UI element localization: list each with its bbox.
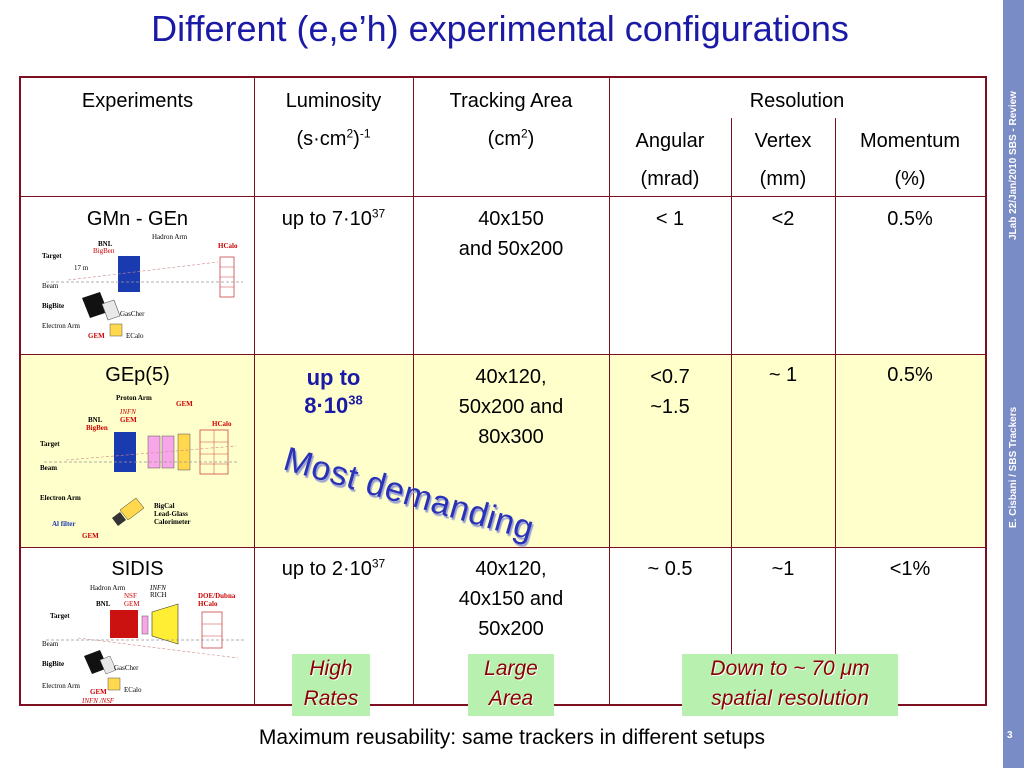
svg-text:BigCal: BigCal	[154, 502, 175, 510]
header-angular-unit: (mrad)	[640, 168, 700, 190]
svg-text:Calorimeter: Calorimeter	[154, 518, 191, 526]
sidebar-review-text: JLab 22/Jan/2010 SBS - Review	[1008, 91, 1019, 240]
svg-text:Electron Arm: Electron Arm	[42, 682, 80, 690]
svg-text:Target: Target	[40, 440, 60, 448]
svg-text:BNL: BNL	[98, 240, 113, 248]
svg-text:GasCher: GasCher	[114, 664, 139, 672]
header-tracking-unit: (cm2)	[487, 126, 535, 150]
row-gep-vertex: ~ 1	[768, 364, 798, 386]
row-sidis-momentum: <1%	[889, 558, 931, 580]
header-luminosity-unit: (s·cm2)-1	[296, 126, 371, 150]
sidebar-author-text: E. Cisbani / SBS Trackers	[1008, 406, 1019, 528]
row-gmn-vertex: <2	[771, 208, 795, 230]
svg-text:Electron Arm: Electron Arm	[42, 322, 80, 330]
svg-text:GEM: GEM	[176, 400, 193, 408]
configurations-table: Experiments Luminosity (s·cm2)-1 Trackin…	[19, 76, 987, 706]
svg-text:BigBite: BigBite	[42, 660, 64, 668]
slide-title: Different (e,e’h) experimental configura…	[151, 8, 849, 49]
svg-text:BigBen: BigBen	[93, 247, 115, 255]
header-tracking: Tracking Area	[449, 90, 573, 112]
header-momentum-unit: (%)	[894, 168, 926, 190]
svg-text:HCalo: HCalo	[212, 420, 232, 428]
svg-text:GEM: GEM	[120, 416, 137, 424]
svg-text:HCalo: HCalo	[218, 242, 238, 250]
row-sidis-tracking: 40x120, 40x150 and 50x200	[458, 558, 564, 640]
footer-note: Maximum reusability: same trackers in di…	[258, 726, 766, 749]
tag-high-rates: High Rates	[292, 654, 370, 716]
row-gmn-angular: < 1	[655, 208, 685, 230]
row-gep-momentum: 0.5%	[887, 364, 933, 386]
sidis-setup-diagram: Hadron Arm INFN RICH BNL NSF GEM DOE/Dub…	[42, 584, 246, 705]
svg-text:17 m: 17 m	[74, 264, 89, 272]
row-gep-angular: <0.7 ~1.5	[650, 366, 690, 418]
header-momentum: Momentum	[859, 130, 961, 152]
svg-text:GEM: GEM	[90, 688, 107, 696]
svg-text:DOE/Dubna: DOE/Dubna	[198, 592, 236, 600]
svg-text:Hadron Arm: Hadron Arm	[90, 584, 126, 592]
svg-text:GasCher: GasCher	[120, 310, 145, 318]
row-sidis-vertex: ~1	[771, 558, 795, 580]
tag-large-area: Large Area	[468, 654, 554, 716]
page-number: 3	[1007, 730, 1013, 741]
svg-text:BNL: BNL	[88, 416, 103, 424]
svg-text:GEM: GEM	[82, 532, 99, 540]
svg-text:ECalo: ECalo	[124, 686, 142, 694]
svg-text:BigBen: BigBen	[86, 424, 108, 432]
svg-text:INFN: INFN	[149, 584, 166, 592]
row-gmn-luminosity: up to 7·1037	[281, 206, 386, 230]
row-gmn-momentum: 0.5%	[887, 208, 933, 230]
header-resolution: Resolution	[749, 90, 845, 112]
row-gep-name: GEp(5)	[105, 364, 170, 386]
svg-text:Target: Target	[42, 252, 62, 260]
svg-text:Electron Arm: Electron Arm	[40, 494, 81, 502]
header-vertex-unit: (mm)	[759, 168, 807, 190]
svg-text:ECalo: ECalo	[126, 332, 144, 340]
gmn-setup-diagram: Hadron Arm BNL BigBen HCalo Target 17 m …	[42, 233, 243, 340]
row-gmn-tracking: 40x150 and 50x200	[458, 208, 564, 260]
svg-text:Beam: Beam	[42, 282, 59, 290]
sidebar-strip	[1003, 0, 1024, 768]
svg-text:GEM: GEM	[88, 332, 105, 340]
svg-text:Proton Arm: Proton Arm	[116, 394, 152, 402]
svg-text:Al filter: Al filter	[52, 520, 76, 528]
svg-text:Lead-Glass: Lead-Glass	[154, 510, 188, 518]
svg-text:BigBite: BigBite	[42, 302, 64, 310]
row-sidis-angular: ~ 0.5	[647, 558, 693, 580]
header-vertex: Vertex	[754, 130, 812, 152]
svg-text:Beam: Beam	[42, 640, 59, 648]
svg-text:NSF: NSF	[124, 592, 137, 600]
row-sidis-luminosity: up to 2·1037	[281, 556, 386, 580]
row-gep-tracking: 40x120, 50x200 and 80x300	[458, 366, 564, 448]
header-luminosity: Luminosity	[285, 90, 382, 112]
svg-text:BNL: BNL	[96, 600, 111, 608]
gep-setup-diagram: Proton Arm GEM BNL INFN GEM BigBen HCalo…	[40, 394, 238, 540]
svg-text:INFN /NSF: INFN /NSF	[81, 697, 115, 705]
svg-text:INFN: INFN	[119, 408, 136, 416]
tag-spatial-resolution: Down to ~ 70 μm spatial resolution	[682, 654, 898, 716]
row-gep-luminosity: up to 8·1038	[304, 365, 363, 418]
row-gmn-name: GMn - GEn	[86, 208, 189, 230]
header-experiments: Experiments	[81, 90, 194, 112]
svg-text:HCalo: HCalo	[198, 600, 218, 608]
svg-text:Beam: Beam	[40, 464, 57, 472]
svg-text:Hadron Arm: Hadron Arm	[152, 233, 188, 241]
header-angular: Angular	[635, 130, 705, 152]
svg-text:GEM: GEM	[124, 600, 140, 608]
row-sidis-name: SIDIS	[111, 558, 164, 580]
svg-text:Target: Target	[50, 612, 70, 620]
svg-text:RICH: RICH	[150, 591, 167, 599]
